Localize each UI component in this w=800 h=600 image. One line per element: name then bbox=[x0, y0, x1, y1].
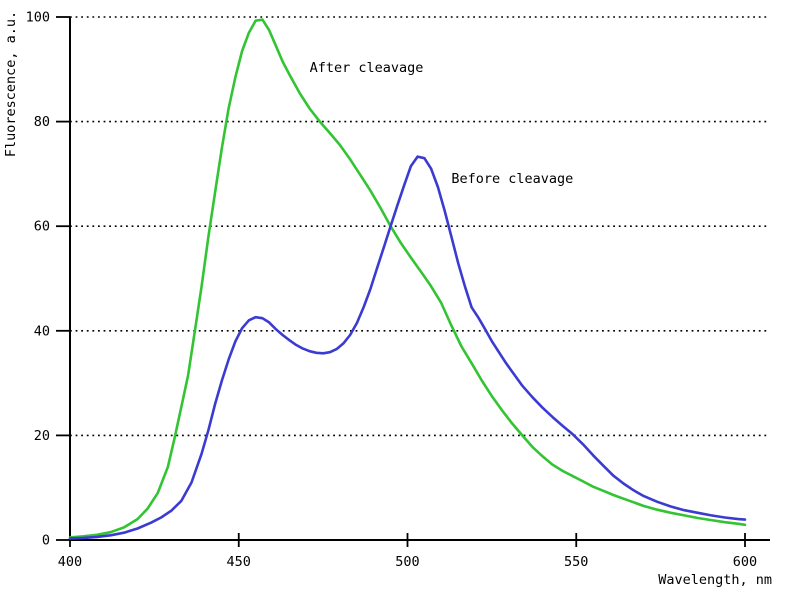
y-tick-label-60: 60 bbox=[34, 219, 50, 235]
y-tick-label-80: 80 bbox=[34, 114, 50, 130]
x-tick-label-500: 500 bbox=[395, 554, 419, 570]
x-tick-label-550: 550 bbox=[564, 554, 588, 570]
curve-before-cleavage bbox=[68, 155, 747, 540]
x-tick-label-450: 450 bbox=[227, 554, 251, 570]
y-tick-label-0: 0 bbox=[42, 533, 50, 549]
x-axis-title: Wavelength, nm bbox=[658, 572, 772, 588]
y-tick-label-40: 40 bbox=[34, 323, 50, 339]
curve-after-cleavage bbox=[68, 18, 747, 539]
x-tick-label-400: 400 bbox=[58, 554, 82, 570]
x-tick-label-600: 600 bbox=[733, 554, 757, 570]
annotation-before-cleavage: Before cleavage bbox=[451, 171, 573, 187]
annotation-after-cleavage: After cleavage bbox=[310, 60, 424, 76]
y-axis-title: Fluorescence, a.u. bbox=[3, 11, 19, 157]
y-tick-label-100: 100 bbox=[26, 10, 50, 26]
y-tick-label-20: 20 bbox=[34, 428, 50, 444]
